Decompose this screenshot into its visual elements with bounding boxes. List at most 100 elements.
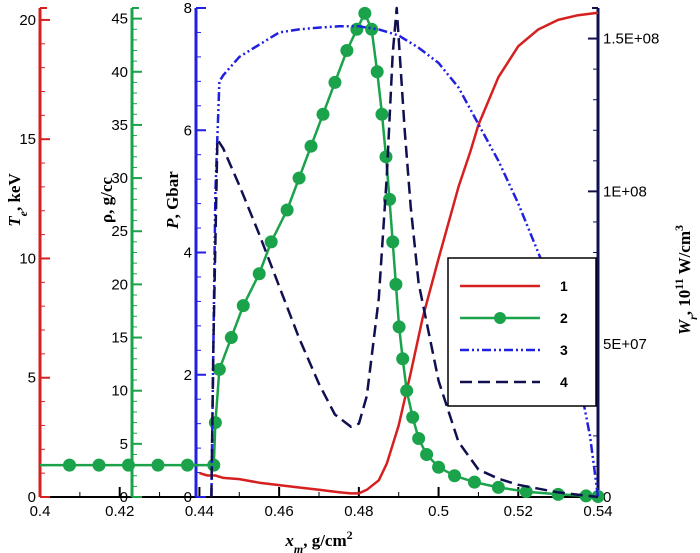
y-tick-label-Te: 15 bbox=[19, 131, 36, 148]
legend-box bbox=[447, 257, 597, 407]
y-title-P-part: , Gbar bbox=[163, 171, 182, 219]
y-title-W-part: r bbox=[686, 315, 700, 320]
y-title-P: P, Gbar bbox=[163, 171, 182, 230]
series-2-marker bbox=[370, 65, 384, 79]
legend-label-1: 1 bbox=[560, 278, 568, 294]
y-title-W-part: W bbox=[675, 318, 694, 335]
y-tick-label-rho: 5 bbox=[120, 436, 128, 453]
series-2-marker bbox=[328, 75, 342, 89]
legend-label-2: 2 bbox=[560, 310, 568, 326]
y-title-Te-part: T bbox=[5, 216, 24, 227]
series-2-marker bbox=[316, 107, 330, 121]
x-title-part: , g/cm bbox=[303, 531, 346, 550]
series-2-marker bbox=[392, 320, 406, 334]
series-2-marker bbox=[551, 487, 565, 501]
x-title-part: 2 bbox=[347, 528, 353, 542]
y-tick-label-rho: 0 bbox=[120, 489, 128, 506]
y-tick-label-rho: 30 bbox=[111, 170, 128, 187]
series-2-marker bbox=[448, 469, 462, 483]
series-1-line bbox=[199, 11, 599, 495]
y-tick-label-W: 1E+08 bbox=[603, 183, 647, 200]
x-tick-label: 0.5 bbox=[428, 503, 449, 520]
legend-label-3: 3 bbox=[560, 342, 568, 358]
y-tick-label-Te: 0 bbox=[28, 489, 36, 506]
y-tick-label-rho: 35 bbox=[111, 117, 128, 134]
series-2-marker bbox=[389, 277, 403, 291]
series-2-marker bbox=[224, 331, 238, 345]
y-tick-label-Te: 5 bbox=[28, 370, 36, 387]
series-2-marker bbox=[62, 458, 76, 472]
series-2-marker bbox=[207, 458, 221, 472]
series-2-marker bbox=[420, 447, 434, 461]
y-tick-label-P: 6 bbox=[184, 122, 192, 139]
series-2-marker bbox=[236, 299, 250, 313]
series-2-marker bbox=[365, 22, 379, 36]
y-tick-label-rho: 45 bbox=[111, 11, 128, 28]
series-2-marker bbox=[396, 352, 410, 366]
y-tick-label-rho: 40 bbox=[111, 64, 128, 81]
y-tick-label-P: 4 bbox=[184, 245, 192, 262]
y-title-W-part: W/cm bbox=[675, 231, 694, 278]
y-tick-label-rho: 10 bbox=[111, 383, 128, 400]
y-tick-label-Te: 20 bbox=[19, 12, 36, 29]
series-2-marker bbox=[358, 6, 372, 20]
y-tick-label-W: 5E+07 bbox=[603, 336, 647, 353]
series-2-marker bbox=[292, 171, 306, 185]
x-tick-label: 0.44 bbox=[185, 503, 214, 520]
legend: 1 2 3 4 bbox=[447, 257, 597, 407]
y-title-W: Wr, 1011 W/cm3 bbox=[672, 225, 700, 335]
x-tick-label: 0.4 bbox=[30, 503, 51, 520]
x-title: xm, g/cm2 bbox=[284, 528, 352, 553]
y-tick-label-W: 0 bbox=[603, 489, 611, 506]
series-2-marker bbox=[121, 458, 135, 472]
series-4-line bbox=[210, 6, 599, 499]
x-title-part: x bbox=[284, 531, 294, 550]
series-2-marker bbox=[180, 458, 194, 472]
series-2-marker bbox=[386, 235, 400, 249]
series-2-line bbox=[40, 12, 599, 498]
x-tick-label: 0.46 bbox=[265, 503, 294, 520]
y-tick-label-P: 0 bbox=[184, 489, 192, 506]
x-tick-label: 0.52 bbox=[504, 503, 533, 520]
legend-marker-2 bbox=[494, 312, 506, 324]
series-group bbox=[40, 6, 605, 503]
series-2-marker bbox=[252, 267, 266, 281]
y-title-W-part: , 10 bbox=[675, 290, 694, 316]
y-tick-label-P: 8 bbox=[184, 0, 192, 17]
y-tick-label-rho: 20 bbox=[111, 276, 128, 293]
series-2-marker bbox=[340, 44, 354, 58]
y-title-Te-part: , keV bbox=[5, 173, 24, 212]
y-title-rho: ρ, g/cc bbox=[97, 177, 116, 223]
series-2-marker bbox=[432, 460, 446, 474]
series-2-marker bbox=[412, 432, 426, 446]
y-title-Te-part: e bbox=[16, 210, 30, 216]
series-2-marker bbox=[92, 458, 106, 472]
y-title-rho-part: ρ, g/cc bbox=[97, 177, 116, 223]
y-title-W-part: 3 bbox=[672, 225, 686, 231]
x-tick-label: 0.48 bbox=[344, 503, 373, 520]
axes-group: 0.4 0.42 0.44 0.46 0.48 0.5 0.52 0.540510152005… bbox=[5, 0, 700, 553]
series-2-marker bbox=[406, 410, 420, 424]
series-2-marker bbox=[280, 203, 294, 217]
y-title-P-part: P bbox=[163, 218, 182, 230]
series-2-marker bbox=[379, 150, 393, 164]
series-2-marker bbox=[304, 139, 318, 153]
y-tick-label-P: 2 bbox=[184, 367, 192, 384]
series-2-marker bbox=[491, 480, 505, 494]
y-title-Te: Te, keV bbox=[5, 173, 30, 227]
series-3-line bbox=[210, 25, 600, 498]
series-2-marker bbox=[212, 362, 226, 376]
legend-label-4: 4 bbox=[560, 374, 568, 390]
y-tick-label-rho: 15 bbox=[111, 330, 128, 347]
x-tick-label: 0.54 bbox=[583, 503, 612, 520]
y-title-W-part: 11 bbox=[672, 278, 686, 289]
series-2-marker bbox=[467, 475, 481, 489]
series-2-marker bbox=[400, 384, 414, 398]
y-tick-label-rho: 25 bbox=[111, 223, 128, 240]
series-2-marker bbox=[264, 235, 278, 249]
series-2-marker bbox=[151, 458, 165, 472]
series-2-marker bbox=[375, 107, 389, 121]
y-tick-label-W: 1.5E+08 bbox=[603, 31, 659, 48]
x-title-part: m bbox=[294, 542, 303, 553]
